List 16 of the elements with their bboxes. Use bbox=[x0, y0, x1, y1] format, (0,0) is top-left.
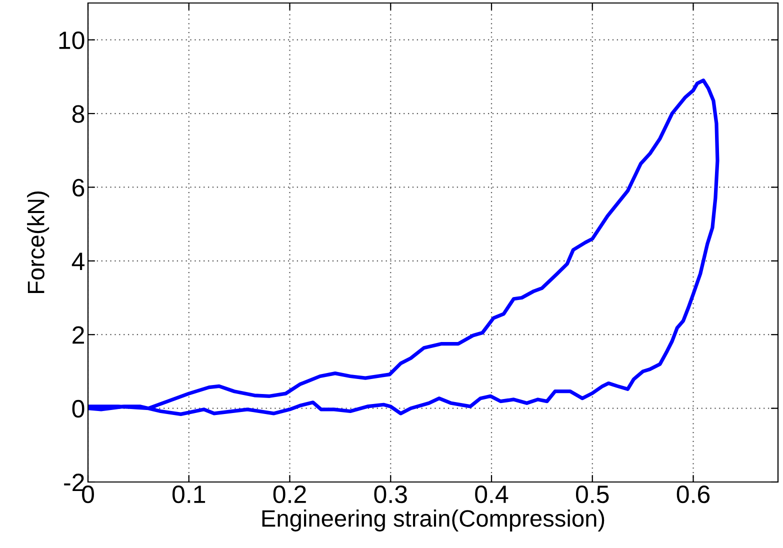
x-tick-label: 0.6 bbox=[676, 485, 710, 504]
line-series bbox=[88, 78, 720, 416]
y-tick-label: 2 bbox=[72, 326, 84, 344]
x-tick-label: 0.1 bbox=[172, 485, 206, 504]
y-tick-label: 6 bbox=[72, 178, 84, 197]
y-axis-title: Force(kN) bbox=[27, 191, 50, 294]
x-tick-label: 0.2 bbox=[273, 485, 306, 504]
y-tick-label: 0 bbox=[72, 400, 84, 418]
x-tick-label: 0.5 bbox=[576, 485, 609, 504]
y-tick-label: 10 bbox=[59, 31, 84, 50]
y-tick-label: 8 bbox=[72, 105, 84, 123]
y-tick-label: -2 bbox=[64, 474, 84, 492]
x-tick-label: 0.4 bbox=[475, 485, 508, 504]
y-tick-label: 4 bbox=[72, 252, 84, 270]
x-axis-title: Engineering strain(Compression) bbox=[262, 509, 604, 532]
x-tick-label: 0.3 bbox=[374, 485, 407, 504]
